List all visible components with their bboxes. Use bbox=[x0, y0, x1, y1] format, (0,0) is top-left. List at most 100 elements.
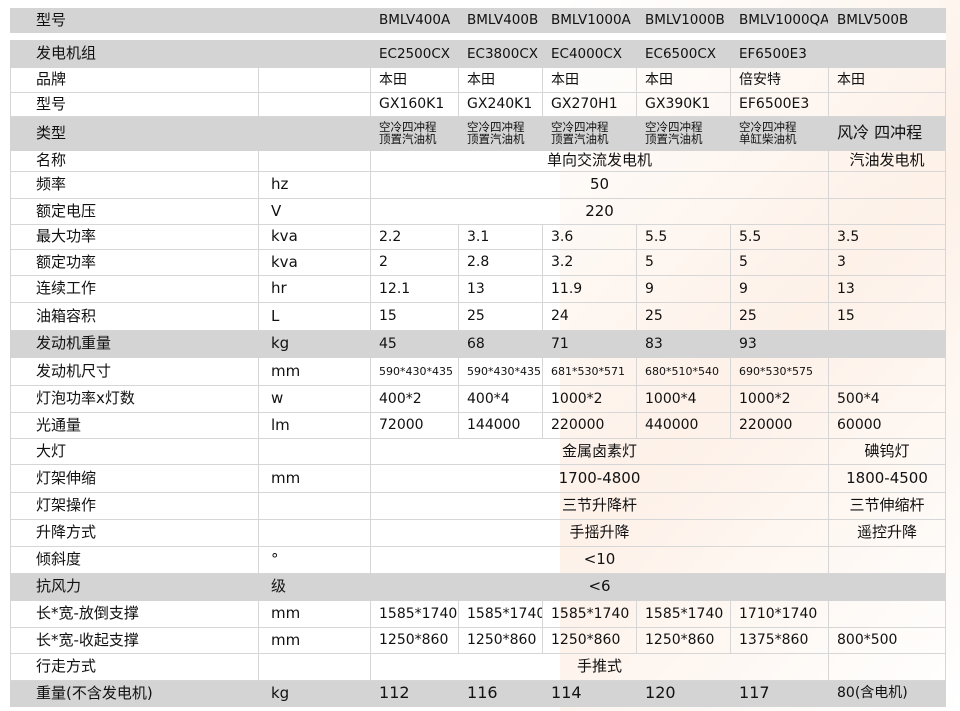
row-label: 灯泡功率x灯数 bbox=[10, 385, 259, 413]
table-cell: 440000 bbox=[636, 412, 732, 439]
table-cell: 144000 bbox=[458, 412, 544, 439]
table-cell bbox=[828, 92, 947, 117]
row-unit: mm bbox=[257, 627, 372, 654]
table-cell: 400*4 bbox=[458, 385, 544, 413]
table-row: 长*宽-收起支撑 mm 1250*860 1250*860 1250*860 1250*8… bbox=[10, 627, 947, 654]
table-cell: 3.1 bbox=[458, 224, 544, 250]
merged-cell: 金属卤素灯 bbox=[370, 438, 830, 465]
table-cell: 2.2 bbox=[370, 224, 460, 250]
table-row: 最大功率 kva 2.2 3.1 3.6 5.5 5.5 3.5 bbox=[10, 224, 947, 250]
table-cell: BMLV400B bbox=[458, 8, 544, 33]
table-cell: 空冷四冲程 顶置汽油机 bbox=[370, 116, 460, 151]
table-cell: EC3800CX bbox=[458, 40, 544, 68]
table-cell: 空冷四冲程 顶置汽油机 bbox=[458, 116, 544, 151]
table-cell: 800*500 bbox=[828, 627, 947, 654]
table-cell: 空冷四冲程 顶置汽油机 bbox=[636, 116, 732, 151]
table-cell: GX160K1 bbox=[370, 92, 460, 117]
table-cell: 3 bbox=[828, 249, 947, 276]
table-cell: 2.8 bbox=[458, 249, 544, 276]
table-cell: 12.1 bbox=[370, 275, 460, 303]
row-unit: kva bbox=[257, 249, 372, 276]
table-cell: 13 bbox=[458, 275, 544, 303]
table-row: 灯架操作 三节升降杆 三节伸缩杆 bbox=[10, 492, 947, 520]
table-cell: 5 bbox=[730, 249, 830, 276]
row-unit: 级 bbox=[257, 573, 372, 601]
table-cell: 倍安特 bbox=[730, 67, 830, 93]
table-cell: 690*530*575 bbox=[730, 357, 830, 386]
table-cell: 1585*1740 bbox=[370, 600, 460, 628]
table-cell bbox=[828, 357, 947, 386]
table-cell: 1000*2 bbox=[542, 385, 638, 413]
row-unit: lm bbox=[257, 412, 372, 439]
table-cell: 72000 bbox=[370, 412, 460, 439]
merged-cell: 三节升降杆 bbox=[370, 492, 830, 520]
table-cell: 三节伸缩杆 bbox=[828, 492, 947, 520]
table-cell: 本田 bbox=[828, 67, 947, 93]
row-unit bbox=[257, 438, 372, 465]
spacer-row bbox=[10, 32, 946, 41]
table-cell: 1375*860 bbox=[730, 627, 830, 654]
table-row: 型号 GX160K1 GX240K1 GX270H1 GX390K1 EF6500E3 bbox=[10, 92, 947, 117]
table-cell bbox=[828, 573, 947, 601]
row-unit: mm bbox=[257, 464, 372, 493]
row-unit bbox=[257, 519, 372, 547]
table-cell bbox=[828, 330, 947, 358]
table-cell: 117 bbox=[730, 680, 830, 707]
table-cell: 80(含电机) bbox=[828, 680, 947, 707]
table-row: 型号 BMLV400A BMLV400B BMLV1000A BMLV1000B BMLV… bbox=[9, 8, 947, 33]
table-cell: 1000*4 bbox=[636, 385, 732, 413]
merged-cell: <10 bbox=[370, 546, 830, 574]
table-cell: GX270H1 bbox=[542, 92, 638, 117]
table-cell: 空冷四冲程 单缸柴油机 bbox=[730, 116, 830, 151]
row-unit: hz bbox=[257, 171, 372, 199]
row-label: 重量(不含发电机) bbox=[10, 680, 259, 707]
table-cell: 3.5 bbox=[828, 224, 947, 250]
table-cell: 5.5 bbox=[730, 224, 830, 250]
table-row: 抗风力级 <6 bbox=[10, 573, 947, 601]
table-cell: 114 bbox=[542, 680, 638, 707]
row-label: 长*宽-收起支撑 bbox=[10, 627, 259, 654]
table-cell: 120 bbox=[636, 680, 732, 707]
row-label: 额定功率 bbox=[10, 249, 259, 276]
table-cell bbox=[828, 198, 947, 225]
row-unit: mm bbox=[257, 600, 372, 628]
table-cell: 112 bbox=[370, 680, 460, 707]
table-cell: 116 bbox=[458, 680, 544, 707]
table-cell: BMLV1000A bbox=[542, 8, 638, 33]
table-cell: 71 bbox=[542, 330, 638, 358]
row-label: 灯架伸缩 bbox=[10, 464, 259, 493]
row-label: 型号 bbox=[10, 92, 259, 117]
table-row: 升降方式 手摇升降 遥控升降 bbox=[10, 519, 947, 547]
table-cell: 25 bbox=[636, 302, 732, 331]
row-unit: kva bbox=[257, 224, 372, 250]
table-row: 长*宽-放倒支撑 mm 1585*1740 1585*1740 1585*1740 158… bbox=[10, 600, 947, 628]
table-cell: 5 bbox=[636, 249, 732, 276]
row-unit bbox=[257, 653, 372, 681]
table-cell: 1250*860 bbox=[370, 627, 460, 654]
row-unit bbox=[257, 92, 372, 117]
table-cell: 本田 bbox=[370, 67, 460, 93]
table-cell: GX390K1 bbox=[636, 92, 732, 117]
table-cell: 15 bbox=[828, 302, 947, 331]
merged-cell: <6 bbox=[370, 573, 830, 601]
table-row: 倾斜度 ° <10 bbox=[10, 546, 947, 574]
table-cell: 1585*1740 bbox=[542, 600, 638, 628]
table-cell: 13 bbox=[828, 275, 947, 303]
row-label: 类型 bbox=[9, 116, 372, 151]
row-label: 发动机重量 bbox=[10, 330, 259, 358]
table-cell: 60000 bbox=[828, 412, 947, 439]
merged-cell: 1700-4800 bbox=[370, 464, 830, 493]
merged-cell: 手摇升降 bbox=[370, 519, 830, 547]
table-cell: 15 bbox=[370, 302, 460, 331]
table-cell: 1000*2 bbox=[730, 385, 830, 413]
row-unit: V bbox=[257, 198, 372, 225]
table-cell bbox=[828, 40, 947, 68]
row-unit bbox=[257, 150, 372, 172]
merged-cell: 单向交流发电机 bbox=[370, 150, 830, 172]
table-row: 发动机重量 kg 45 68 71 83 93 bbox=[10, 330, 947, 358]
row-label: 型号 bbox=[9, 8, 372, 33]
table-cell bbox=[828, 171, 947, 199]
merged-cell: 手推式 bbox=[370, 653, 830, 681]
table-cell: BMLV500B bbox=[828, 8, 947, 33]
table-cell: 68 bbox=[458, 330, 544, 358]
